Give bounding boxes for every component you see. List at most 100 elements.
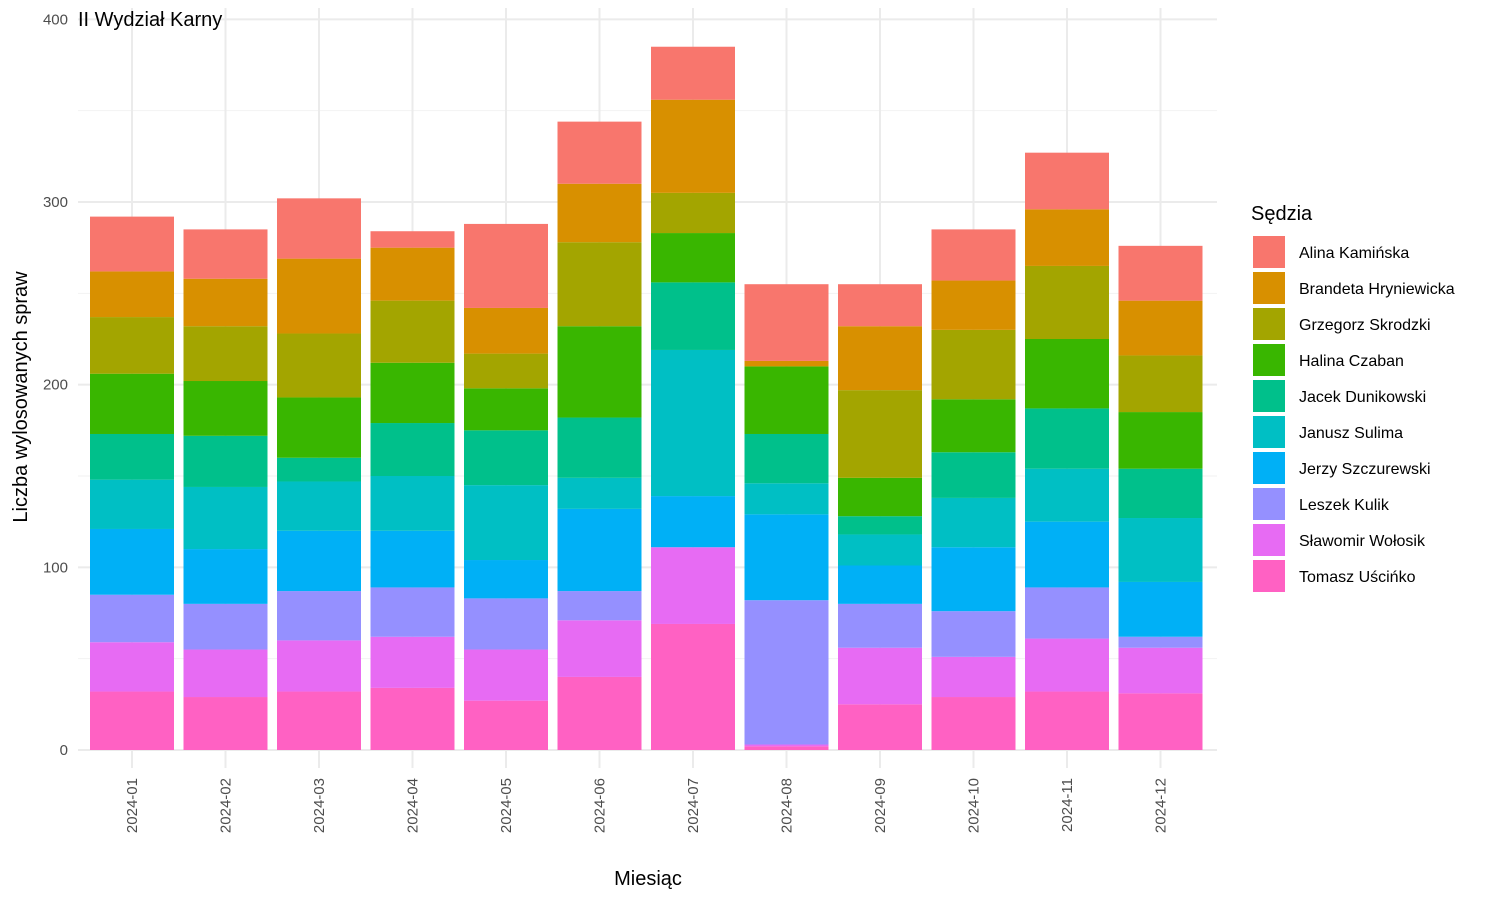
x-axis-title: Miesiąc [614,868,682,890]
bar-segment [370,231,455,248]
bar-segment [744,433,829,484]
bar-segment [557,326,642,418]
chart-title: II Wydział Karny [78,9,222,31]
bar-segment [277,481,361,531]
bar-segment [370,587,455,637]
bar-segment [370,362,455,424]
bar-segment [1025,408,1109,469]
bar-segment [557,676,642,750]
bar-segment [931,656,1016,698]
x-tick-label: 2024-05 [498,778,515,833]
legend: Sędzia Alina Kamińska Brandeta Hryniewick… [1251,203,1455,592]
legend-label: Jerzy Szczurewski [1299,461,1431,478]
bar-segment [744,600,829,745]
bar-segment [651,623,735,750]
bar-segment [931,611,1016,657]
bar-segment [464,430,548,486]
bar-segment [90,479,174,529]
bar-segment [1118,636,1203,648]
legend-label: Grzegorz Skrodzki [1299,317,1431,334]
bar-segment [744,483,829,515]
bar-segment [838,390,922,478]
x-tick-label: 2024-06 [592,778,609,833]
bar-segment [1118,245,1203,301]
bar-segment [557,183,642,243]
legend-key [1253,236,1285,268]
bar-segment [370,476,455,531]
bar-segment [557,242,642,327]
bar-segment [931,547,1016,612]
x-tick-label: 2024-04 [405,778,422,833]
bar-segment [277,457,361,482]
bar-segment [1118,412,1203,469]
bar-segment [183,697,268,750]
bar-segment [277,198,361,259]
bar-segment [183,603,268,650]
bar-segment [931,329,1016,400]
bar-segment [838,534,922,566]
bar-segment [557,477,642,509]
bar-segment [464,560,548,599]
bar-segment [90,317,174,374]
bar-segment [557,591,642,621]
bar-segment [1118,518,1203,582]
x-tick-label: 2024-03 [311,778,328,833]
bar-segment [557,620,642,677]
bar-segment [90,642,174,692]
bar-segment [744,366,829,434]
y-tick-label: 0 [60,742,68,759]
x-tick-label: 2024-02 [218,778,235,833]
legend-key [1253,488,1285,520]
legend-key [1253,272,1285,304]
x-tick-label: 2024-11 [1059,778,1076,832]
bar-segment [183,486,268,550]
bar-segment [370,247,455,301]
y-axis: 0 100 200 300 400 [43,11,68,759]
bar-segment [1025,339,1109,409]
bar-segment [183,435,268,487]
bar-segment [1025,587,1109,639]
bar-segment [1118,581,1203,637]
bar-segment [838,565,922,604]
bar-segment [90,433,174,480]
x-tick-label: 2024-09 [872,778,889,833]
bar-segment [370,423,455,476]
bar-segment [1118,300,1203,356]
bar-segment [90,691,174,750]
bar-segment [1025,209,1109,266]
bar-segment [90,594,174,643]
bar-segment [744,284,829,361]
bar-segment [370,636,455,688]
legend-label: Tomasz Uścińko [1299,569,1416,586]
bar-segment [464,307,548,354]
bar-segment [1118,647,1203,694]
bar-segment [370,530,455,588]
bar-segment [370,300,455,363]
legend-label: Janusz Sulima [1299,425,1403,442]
legend-label: Alina Kamińska [1299,245,1409,262]
bar-segment [1025,691,1109,750]
bar-segment [931,229,1016,281]
x-tick-label: 2024-07 [685,778,702,833]
legend-label: Jacek Dunikowski [1299,389,1426,406]
bar-segment [931,280,1016,330]
x-tick-label: 2024-01 [124,778,141,833]
bar-segment [183,381,268,436]
bar-segment [744,514,829,601]
y-tick-label: 400 [43,11,68,28]
bar-segment [838,326,922,391]
bar-segment [838,603,922,648]
bar-segment [90,528,174,595]
bar-segment [838,477,922,517]
bar-segment [183,549,268,604]
bar-segment [838,647,922,705]
bar-segment [1118,693,1203,750]
bar-segment [464,649,548,701]
bar-segment [183,229,268,279]
legend-label: Brandeta Hryniewicka [1299,281,1455,298]
bar-segment [651,349,735,497]
bar-segment [651,192,735,234]
bar-segment [464,223,548,308]
bar-segment [1118,468,1203,519]
